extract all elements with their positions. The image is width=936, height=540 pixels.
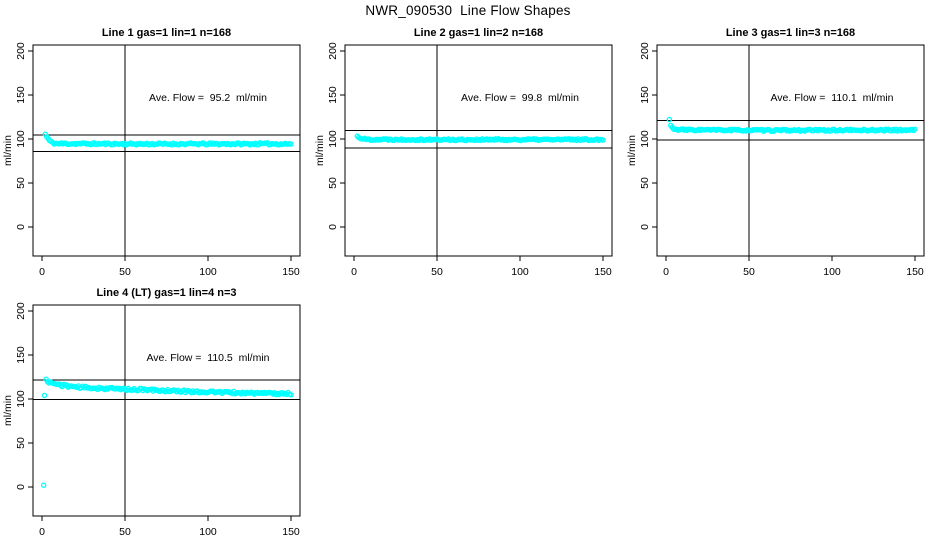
y-axis-label: ml/min xyxy=(2,395,14,426)
x-axis: 0 50 100 150 xyxy=(39,256,300,278)
tolerance-hlines xyxy=(657,119,924,141)
x-tick-label: 100 xyxy=(823,266,841,278)
y-tick-label: 200 xyxy=(327,42,339,60)
y-tick-label: 150 xyxy=(15,86,27,104)
x-tick-label: 0 xyxy=(39,526,45,538)
x-tick-label: 0 xyxy=(351,266,357,278)
x-tick-label: 50 xyxy=(119,266,131,278)
y-tick-label: 0 xyxy=(15,484,27,490)
panel-line-1-chart: Line 1 gas=1 lin=1 n=168 0 50 100 150 0 50 100 1… xyxy=(2,27,301,278)
x-tick-label: 0 xyxy=(39,266,45,278)
y-tick-label: 150 xyxy=(15,346,27,364)
data-points xyxy=(40,376,294,488)
y-tick-label: 150 xyxy=(327,86,339,104)
panel-line-4-chart: Line 4 (LT) gas=1 lin=4 n=3 0 50 100 150 0 50 1… xyxy=(2,287,301,538)
y-tick-label: 100 xyxy=(15,390,27,408)
data-points xyxy=(354,133,606,144)
y-axis: 0 50 100 150 200 xyxy=(15,42,33,230)
ave-flow-annotation: Ave. Flow = 110.5 ml/min xyxy=(146,352,269,364)
outlier-point xyxy=(41,392,48,399)
y-tick-label: 200 xyxy=(15,42,27,60)
y-axis: 0 50 100 150 200 xyxy=(327,42,345,230)
x-axis: 0 50 100 150 xyxy=(663,256,924,278)
y-axis-label: ml/min xyxy=(626,135,638,166)
x-tick-label: 150 xyxy=(906,266,924,278)
plot-box xyxy=(32,304,301,517)
x-tick-label: 50 xyxy=(743,266,755,278)
flow-point xyxy=(600,137,606,143)
y-tick-label: 50 xyxy=(15,177,27,189)
y-tick-label: 100 xyxy=(15,130,27,148)
tolerance-hlines xyxy=(33,379,300,400)
x-tick-label: 100 xyxy=(199,266,217,278)
data-points xyxy=(666,116,918,134)
x-tick-label: 100 xyxy=(199,526,217,538)
x-axis: 0 50 100 150 xyxy=(39,516,300,538)
plot-box xyxy=(32,44,301,257)
y-tick-label: 100 xyxy=(327,130,339,148)
y-tick-label: 200 xyxy=(15,302,27,320)
x-tick-label: 50 xyxy=(119,526,131,538)
ave-flow-annotation: Ave. Flow = 95.2 ml/min xyxy=(149,92,267,104)
panel-title: Line 3 gas=1 lin=3 n=168 xyxy=(726,27,855,39)
y-tick-label: 50 xyxy=(327,177,339,189)
panel-line-3-chart: Line 3 gas=1 lin=3 n=168 0 50 100 150 0 50 100 1… xyxy=(626,27,925,278)
x-axis: 0 50 100 150 xyxy=(351,256,612,278)
data-points xyxy=(42,131,294,148)
y-tick-label: 200 xyxy=(639,42,651,60)
y-tick-label: 150 xyxy=(639,86,651,104)
y-axis-label: ml/min xyxy=(2,135,14,166)
x-tick-label: 150 xyxy=(282,526,300,538)
x-tick-label: 0 xyxy=(663,266,669,278)
ave-flow-annotation: Ave. Flow = 99.8 ml/min xyxy=(461,92,579,104)
flow-point xyxy=(288,141,294,147)
y-tick-label: 50 xyxy=(15,437,27,449)
panel-title: Line 4 (LT) gas=1 lin=4 n=3 xyxy=(96,287,236,299)
flow-point xyxy=(288,392,294,398)
tolerance-hlines xyxy=(345,129,612,149)
plot-box xyxy=(656,44,925,257)
outlier-point xyxy=(40,482,47,488)
x-tick-label: 50 xyxy=(431,266,443,278)
ave-flow-annotation: Ave. Flow = 110.1 ml/min xyxy=(770,92,893,104)
x-tick-label: 100 xyxy=(511,266,529,278)
y-tick-label: 0 xyxy=(327,224,339,230)
y-axis: 0 50 100 150 200 xyxy=(639,42,657,230)
flow-point xyxy=(666,116,673,123)
tolerance-hlines xyxy=(33,134,300,153)
y-axis: 0 50 100 150 200 xyxy=(15,302,33,490)
panel-title: Line 2 gas=1 lin=2 n=168 xyxy=(414,27,543,39)
x-tick-label: 150 xyxy=(282,266,300,278)
y-tick-label: 100 xyxy=(639,130,651,148)
x-tick-label: 150 xyxy=(594,266,612,278)
y-tick-label: 0 xyxy=(639,224,651,230)
panel-line-2-chart: Line 2 gas=1 lin=2 n=168 0 50 100 150 0 50 100 1… xyxy=(314,27,613,278)
y-axis-label: ml/min xyxy=(314,135,326,166)
y-tick-label: 0 xyxy=(15,224,27,230)
figure-title: NWR_090530 Line Flow Shapes xyxy=(365,3,571,18)
plot-box xyxy=(344,44,613,257)
flow-point xyxy=(912,126,918,132)
y-tick-label: 50 xyxy=(639,177,651,189)
panel-title: Line 1 gas=1 lin=1 n=168 xyxy=(102,27,231,39)
